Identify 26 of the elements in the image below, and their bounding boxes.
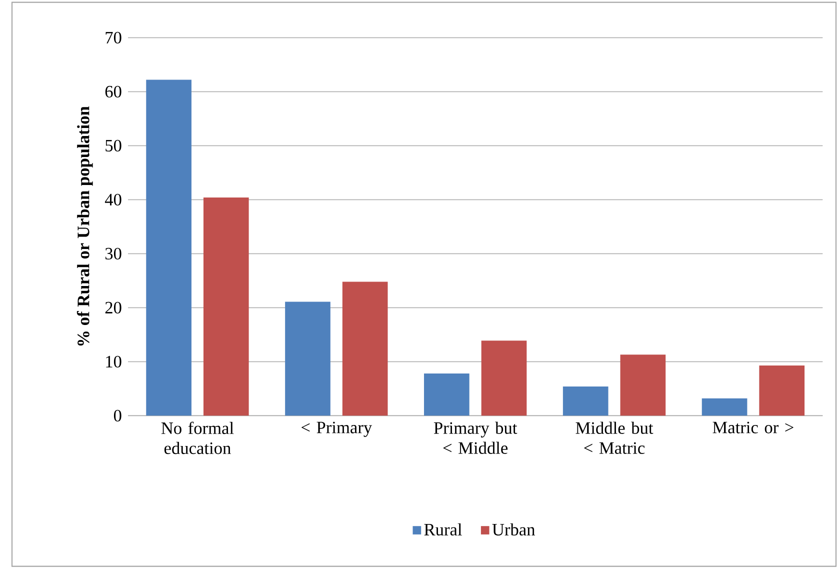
- bar: [424, 374, 470, 416]
- bar: [759, 365, 805, 416]
- bar: [146, 80, 192, 416]
- y-axis-title: % of Rural or Urban population: [76, 106, 93, 346]
- x-tick-label: < Primary: [302, 422, 372, 437]
- bar: [481, 340, 527, 416]
- x-tick-label: No formal education: [161, 422, 234, 454]
- bar: [562, 386, 608, 416]
- y-tick-label: 40: [104, 194, 122, 206]
- x-tick-label: Middle but < Matric: [576, 422, 654, 454]
- legend-label: Urban: [492, 523, 535, 536]
- y-tick-label: 20: [105, 302, 122, 314]
- y-tick-label: 30: [105, 248, 122, 260]
- y-tick-label: 60: [105, 86, 122, 98]
- y-tick-label: 10: [106, 356, 122, 368]
- x-tick-label: Matric or >: [712, 422, 794, 434]
- bar: [702, 398, 748, 416]
- bar: [620, 354, 666, 416]
- x-tick-label: Primary but < Middle: [434, 422, 518, 454]
- y-tick-label: 50: [106, 140, 122, 152]
- bar: [203, 198, 249, 416]
- bar: [285, 302, 330, 416]
- bar: [342, 282, 388, 416]
- y-tick-label: 0: [114, 410, 122, 422]
- legend-label: Rural: [424, 523, 462, 536]
- y-tick-label: 70: [106, 32, 122, 44]
